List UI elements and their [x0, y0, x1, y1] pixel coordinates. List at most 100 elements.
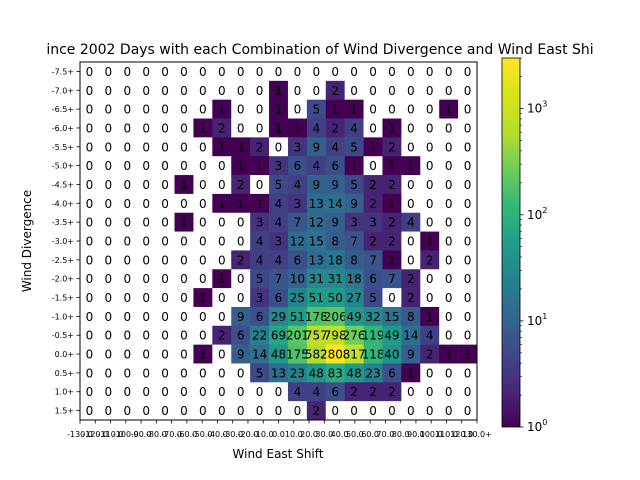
heatmap-cell [439, 80, 459, 100]
heatmap-cell [231, 137, 251, 157]
cell-value-label: 3 [294, 140, 302, 154]
heatmap-cell [269, 99, 289, 119]
heatmap-cell [401, 363, 421, 383]
cell-value-label: 0 [407, 178, 415, 192]
heatmap-cell [287, 137, 308, 157]
cell-value-label: 0 [199, 178, 207, 192]
heatmap-cell [250, 344, 270, 364]
cell-value-label: 1 [388, 253, 396, 267]
heatmap-cell [250, 382, 270, 402]
heatmap-cell [193, 99, 213, 119]
heatmap-cell [306, 193, 327, 214]
heatmap-cell [439, 382, 459, 402]
heatmap-cell [231, 193, 251, 214]
heatmap-cell [306, 401, 327, 421]
heatmap-cell [325, 62, 345, 82]
cell-value-label: 0 [86, 272, 94, 286]
heatmap-cell [363, 99, 383, 119]
heatmap-cell [401, 325, 421, 345]
x-tick-label: -70.0 [161, 430, 182, 439]
cell-value-label: 0 [426, 272, 434, 286]
cell-value-label: 4 [312, 159, 320, 173]
heatmap-cell [382, 269, 402, 289]
heatmap-cell [269, 382, 289, 402]
heatmap-cell [136, 175, 156, 195]
heatmap-cell [325, 401, 345, 421]
cell-value-label: 83 [328, 366, 343, 380]
cell-value-label: 0 [105, 291, 113, 305]
heatmap-cell [250, 325, 270, 345]
heatmap-cell [439, 175, 459, 195]
heatmap-cell [231, 344, 251, 364]
heatmap-cell [269, 118, 289, 138]
heatmap-cell [458, 382, 478, 402]
heatmap-cell [174, 193, 194, 214]
cell-value-label: 0 [237, 404, 245, 418]
heatmap-cell [80, 231, 100, 251]
heatmap-cell [136, 118, 156, 138]
cell-value-label: 3 [275, 159, 283, 173]
cell-value-label: 0 [426, 404, 434, 418]
cell-value-label: 4 [256, 235, 264, 249]
heatmap-cell [439, 288, 459, 308]
cell-value-label: 0 [237, 272, 245, 286]
heatmap-cell [136, 156, 156, 176]
heatmap-cell [155, 269, 175, 289]
cell-value-label: 0 [142, 404, 150, 418]
cell-value-label: 6 [237, 329, 245, 343]
heatmap-cell [439, 269, 459, 289]
cell-value-label: 0 [123, 404, 131, 418]
heatmap-cell [250, 212, 270, 232]
heatmap-cell [458, 137, 478, 157]
cell-value-label: 1 [445, 103, 453, 117]
heatmap-cell [401, 306, 421, 327]
heatmap-cell [344, 344, 364, 364]
x-tick-label: 120.0 [450, 430, 473, 439]
heatmap-cell [193, 62, 213, 82]
cell-value-label: 6 [331, 385, 339, 399]
heatmap-cell [420, 325, 440, 345]
heatmap-cell [269, 250, 289, 270]
cell-value-label: 0 [142, 178, 150, 192]
heatmap-cell [382, 193, 402, 214]
heatmap-cell [136, 193, 156, 214]
heatmap-cell [98, 62, 119, 82]
heatmap-cell [363, 250, 383, 270]
cell-value-label: 2 [369, 385, 377, 399]
cell-value-label: 0 [388, 404, 396, 418]
cell-value-label: 51 [290, 310, 305, 324]
cell-value-label: 0 [388, 65, 396, 79]
heatmap-cell [269, 193, 289, 214]
cell-value-label: 0 [199, 253, 207, 267]
cell-value-label: 5 [256, 272, 264, 286]
heatmap-cell [401, 62, 421, 82]
cell-value-label: 1 [407, 366, 415, 380]
cell-value-label: 1 [275, 84, 283, 98]
cell-value-label: 0 [142, 216, 150, 230]
cell-value-label: 0 [218, 235, 226, 249]
cell-value-label: 0 [369, 65, 377, 79]
colorbar-ticks: 100 101 102 103 [520, 57, 547, 434]
cell-value-label: 0 [199, 84, 207, 98]
heatmap-cell [212, 212, 232, 232]
cell-value-label: 0 [256, 178, 264, 192]
heatmap-cell [325, 288, 345, 308]
heatmap-cell [401, 175, 421, 195]
heatmap-cell [344, 212, 364, 232]
cell-value-label: 49 [384, 329, 399, 343]
cell-value-label: 3 [350, 216, 358, 230]
y-tick-label: -5.0+ [52, 162, 74, 171]
cell-value-label: 0 [464, 310, 472, 324]
heatmap-cell [269, 62, 289, 82]
heatmap-cell [80, 62, 100, 82]
cell-value-label: 0 [464, 103, 472, 117]
x-tick-label: 110.0 [435, 430, 458, 439]
heatmap-cell [287, 344, 308, 364]
heatmap-cell [344, 80, 364, 100]
cell-value-label: 0 [426, 197, 434, 211]
cell-value-label: 0 [426, 121, 434, 135]
cell-value-label: 22 [252, 329, 267, 343]
heatmap-cell [306, 137, 327, 157]
heatmap-cell [212, 325, 232, 345]
heatmap-cell [287, 382, 308, 402]
